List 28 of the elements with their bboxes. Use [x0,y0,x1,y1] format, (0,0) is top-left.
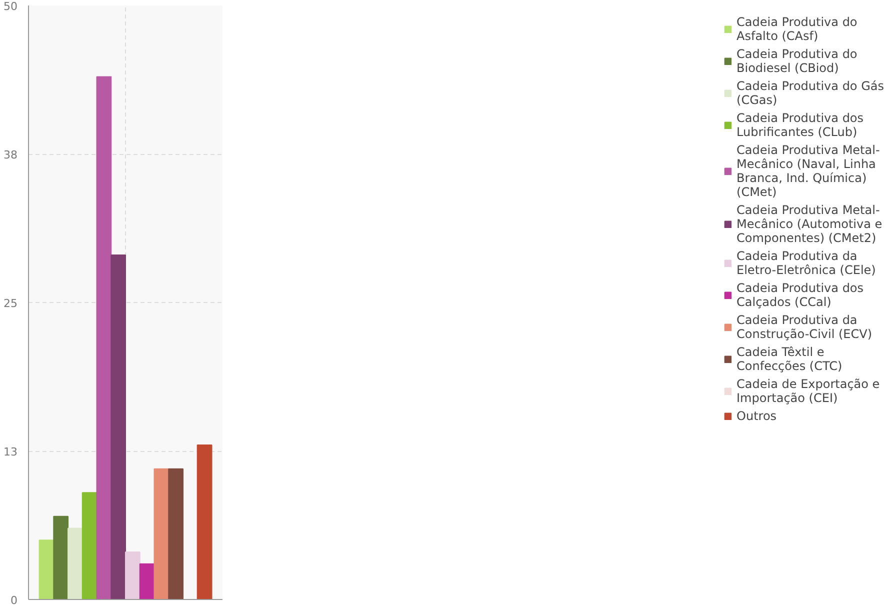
bar [96,76,112,600]
bar [53,516,69,600]
legend-label: Cadeia Produtiva dos Lubrificantes (CLub) [736,111,864,139]
legend-label: Cadeia Produtiva da Eletro-Eletrônica (CEle) [736,249,876,277]
y-tick-label: 50 [4,0,18,13]
bar [110,254,126,600]
legend-label: Outros [736,409,777,423]
legend-label: Cadeia Produtiva da Construção-Civil (ECV) [736,313,872,341]
legend-label: Cadeia de Exportação e Importação (CEI) [736,377,880,405]
bar [154,468,170,600]
legend-label: Cadeia Produtiva do Asfalto (CAsf) [736,15,858,43]
legend-label: Cadeia Têxtil e Confecções (CTC) [736,345,842,373]
legend-label: Cadeia Produtiva do Biodiesel (CBiod) [736,47,858,75]
legend-label: Cadeia Produtiva do Gás (CGas) [736,79,884,107]
legend-label: Cadeia Produtiva Metal-Mecânico (Naval, Linha Branca, Ind. Química) (CMet) [736,143,880,199]
y-tick-label: 13 [4,446,18,458]
y-tick-label: 25 [4,297,18,310]
bar [68,528,83,600]
legend-label: Cadeia Produtiva Metal-Mecânico (Automotiva e Componentes) (CMet2) [736,203,882,245]
y-tick-label: 38 [4,148,18,162]
bar [125,551,140,600]
y-tick-label: 0 [10,594,18,605]
bar [139,563,155,600]
bar [38,540,54,600]
bar [196,444,212,600]
bar [82,492,98,600]
legend-label: Cadeia Produtiva dos Calçados (CCal) [736,281,864,309]
bar [168,468,184,600]
